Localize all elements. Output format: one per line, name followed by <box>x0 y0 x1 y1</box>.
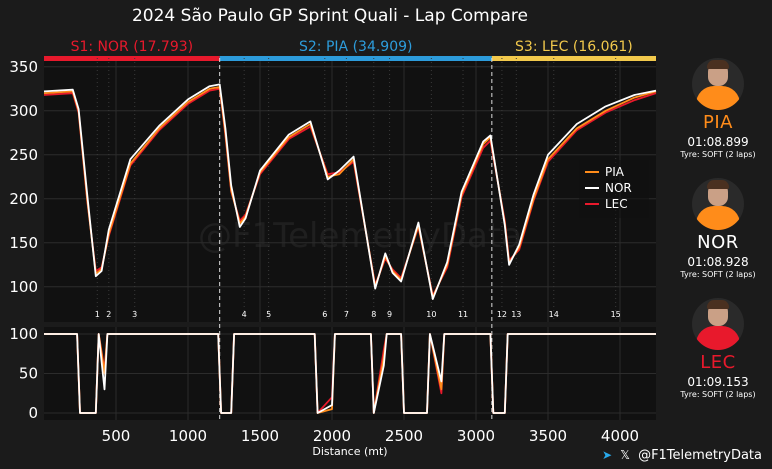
y-tick-label: 150 <box>9 234 38 252</box>
sector-bar <box>491 56 656 61</box>
sector-label: S3: LEC (16.061) <box>515 39 633 55</box>
telegram-icon: ➤ <box>602 448 613 462</box>
throttle-tick-label: 0 <box>28 404 38 422</box>
x-axis-label: Distance (mt) <box>312 445 388 458</box>
sector-label: S2: PIA (34.909) <box>299 39 412 55</box>
driver-code: LEC <box>700 352 736 373</box>
corner-label: 1 <box>95 310 100 319</box>
y-tick-label: 250 <box>9 146 38 164</box>
corner-label: 8 <box>371 310 376 319</box>
corner-label: 4 <box>242 310 247 319</box>
throttle-tick-label: 50 <box>19 365 38 383</box>
lap-time: 01:08.899 <box>687 135 749 149</box>
x-tick-label: 3000 <box>457 427 495 445</box>
corner-label: 2 <box>106 310 111 319</box>
corner-label: 5 <box>266 310 271 319</box>
x-tick-label: 500 <box>102 427 131 445</box>
y-tick-label: 200 <box>9 190 38 208</box>
x-tick-label: 2000 <box>313 427 351 445</box>
y-tick-label: 350 <box>9 58 38 76</box>
speed-plot-area <box>44 58 656 322</box>
lap-time: 01:09.153 <box>687 375 749 389</box>
legend-label: PIA <box>605 165 625 179</box>
chart-title: 2024 São Paulo GP Sprint Quali - Lap Com… <box>131 6 528 26</box>
driver-card-lec: LEC 01:09.153 Tyre: SOFT (2 laps) <box>664 298 772 399</box>
driver-code: NOR <box>697 232 739 253</box>
driver-card-pia: PIA 01:08.899 Tyre: SOFT (2 laps) <box>664 58 772 159</box>
y-tick-label: 100 <box>9 278 38 296</box>
tyre-info: Tyre: SOFT (2 laps) <box>680 390 756 399</box>
avatar <box>692 298 744 350</box>
sector-label: S1: NOR (17.793) <box>71 39 194 55</box>
driver-card-nor: NOR 01:08.928 Tyre: SOFT (2 laps) <box>664 178 772 279</box>
x-tick-label: 2500 <box>385 427 423 445</box>
legend-label: NOR <box>605 181 632 195</box>
corner-label: 9 <box>387 310 392 319</box>
x-tick-label: 4000 <box>601 427 639 445</box>
avatar <box>692 178 744 230</box>
footer-credit: ➤ 𝕏 @F1TelemetryData <box>602 448 762 463</box>
corner-label: 11 <box>458 310 468 319</box>
footer-handle: @F1TelemetryData <box>638 448 762 463</box>
watermark-text: @F1TelemetryData <box>198 216 522 256</box>
sector-bar <box>219 56 492 61</box>
corner-label: 14 <box>549 310 559 319</box>
avatar <box>692 58 744 110</box>
throttle-tick-label: 100 <box>9 325 38 343</box>
corner-label: 12 <box>497 310 507 319</box>
x-tick-label: 3500 <box>529 427 567 445</box>
speed-line-nor <box>43 83 657 300</box>
corner-label: 15 <box>611 310 621 319</box>
corner-label: 7 <box>344 310 349 319</box>
tyre-info: Tyre: SOFT (2 laps) <box>680 150 756 159</box>
corner-label: 13 <box>511 310 521 319</box>
corner-label: 3 <box>132 310 137 319</box>
lap-time: 01:08.928 <box>687 255 749 269</box>
throttle-line-nor <box>44 333 656 414</box>
sector-bar <box>44 56 220 61</box>
tyre-info: Tyre: SOFT (2 laps) <box>680 270 756 279</box>
y-tick-label: 300 <box>9 102 38 120</box>
x-icon: 𝕏 <box>620 448 630 462</box>
legend-label: LEC <box>605 197 628 211</box>
driver-code: PIA <box>703 112 733 133</box>
x-tick-label: 1500 <box>241 427 279 445</box>
x-tick-label: 1000 <box>169 427 207 445</box>
corner-label: 6 <box>322 310 327 319</box>
corner-label: 10 <box>426 310 436 319</box>
